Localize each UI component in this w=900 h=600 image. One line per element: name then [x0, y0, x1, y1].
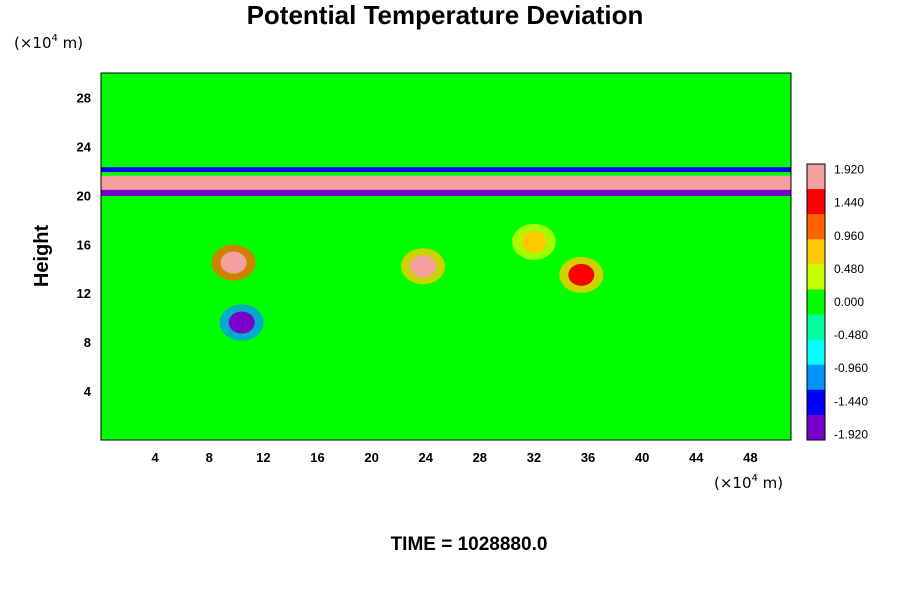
field-blob-7 — [520, 230, 547, 253]
colorbar-segment — [807, 339, 825, 366]
plot-frame — [100, 72, 792, 441]
y-tick-label: 4 — [84, 384, 92, 399]
y-tick-label: 12 — [77, 286, 91, 301]
x-tick-label: 8 — [206, 450, 213, 465]
colorbar-segment — [807, 364, 825, 391]
x-tick-label: 44 — [689, 450, 704, 465]
colorbar-segment — [807, 289, 825, 316]
x-unit-label: (×104 m) — [714, 473, 783, 492]
colorbar-segment — [807, 214, 825, 240]
colorbar-segment — [807, 389, 825, 416]
colorbar-segment — [807, 414, 825, 441]
colorbar-label: -1.920 — [834, 427, 868, 441]
x-tick-label: 32 — [527, 450, 541, 465]
y-unit-label: (×104 m) — [14, 33, 83, 52]
x-tick-label: 40 — [635, 450, 649, 465]
y-tick-label: 28 — [77, 90, 91, 105]
colorbar — [806, 163, 826, 441]
colorbar-label: 0.000 — [834, 295, 864, 309]
field-blob-3 — [220, 251, 247, 274]
colorbar-segment — [807, 314, 825, 341]
x-tick-label: 20 — [364, 450, 378, 465]
colorbar-label: 0.480 — [834, 262, 864, 276]
y-tick-labels: 4 8 12 16 20 24 28 — [77, 90, 92, 399]
field-blob-5 — [568, 263, 595, 286]
field-band-0 — [101, 175, 791, 191]
y-tick-label: 16 — [77, 237, 91, 252]
colorbar-segment — [807, 189, 825, 215]
colorbar-label: 1.440 — [834, 196, 864, 210]
x-tick-label: 28 — [473, 450, 487, 465]
colorbar-label: -1.440 — [834, 394, 868, 408]
x-tick-labels: 4 8 12 16 20 24 28 32 36 40 44 48 — [152, 450, 758, 465]
colorbar-labels: 1.920 1.440 0.960 0.480 0.000 -0.480 -0.960 -1.… — [834, 163, 868, 442]
field-blob-4 — [410, 255, 436, 278]
plot-area — [100, 72, 792, 441]
x-tick-label: 12 — [256, 450, 270, 465]
field-band-2 — [101, 167, 791, 173]
field-layer — [101, 167, 791, 341]
y-tick-label: 24 — [77, 139, 92, 154]
y-axis-label: Height — [31, 225, 53, 288]
x-tick-label: 16 — [310, 450, 324, 465]
colorbar-frame — [806, 163, 826, 441]
colorbar-segment — [807, 164, 825, 190]
colorbar-segment — [807, 264, 825, 290]
y-tick-label: 20 — [77, 188, 91, 203]
x-tick-label: 48 — [743, 450, 757, 465]
x-tick-label: 36 — [581, 450, 595, 465]
x-tick-label: 4 — [152, 450, 160, 465]
colorbar-label: 1.920 — [834, 163, 864, 177]
colorbar-label: 0.960 — [834, 229, 864, 243]
colorbar-label: -0.480 — [834, 328, 868, 342]
chart-title: Potential Temperature Deviation — [247, 0, 644, 30]
y-tick-label: 8 — [84, 335, 91, 350]
x-tick-label: 24 — [418, 450, 433, 465]
field-blob-6 — [228, 311, 255, 334]
colorbar-segment — [807, 239, 825, 265]
time-label: TIME = 1028880.0 — [391, 534, 548, 555]
colorbar-label: -0.960 — [834, 361, 868, 375]
field-band-1 — [101, 189, 791, 196]
plot-background — [101, 73, 791, 440]
